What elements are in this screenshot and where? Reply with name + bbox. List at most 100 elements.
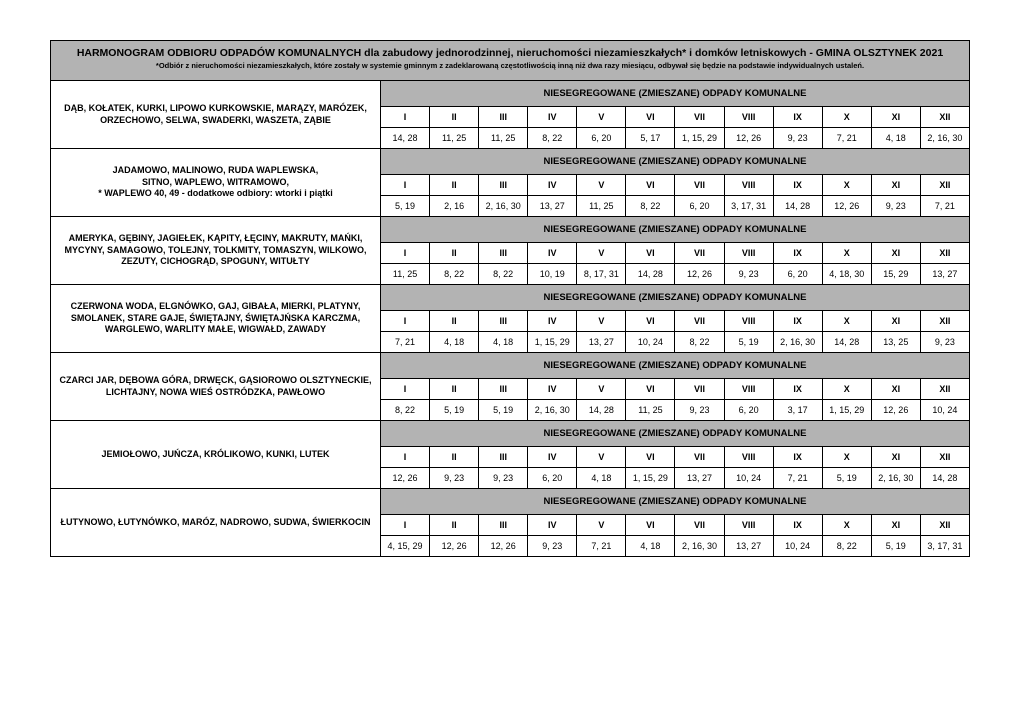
date-cell: 8, 22	[479, 264, 528, 284]
category-header: NIESEGREGOWANE (ZMIESZANE) ODPADY KOMUNA…	[381, 285, 969, 310]
area-schedule: NIESEGREGOWANE (ZMIESZANE) ODPADY KOMUNA…	[381, 149, 969, 216]
month-cell: I	[381, 243, 430, 263]
month-row: IIIIIIIVVVIVIIVIIIIXXXIXII	[381, 515, 969, 536]
date-cell: 14, 28	[774, 196, 823, 216]
month-cell: I	[381, 447, 430, 467]
date-cell: 1, 15, 29	[675, 128, 724, 148]
date-cell: 11, 25	[430, 128, 479, 148]
category-header: NIESEGREGOWANE (ZMIESZANE) ODPADY KOMUNA…	[381, 149, 969, 174]
month-cell: XI	[872, 447, 921, 467]
month-cell: X	[823, 447, 872, 467]
schedule-section: CZARCI JAR, DĘBOWA GÓRA, DRWĘCK, GĄSIORO…	[51, 352, 969, 420]
date-cell: 2, 16, 30	[921, 128, 969, 148]
month-cell: VIII	[725, 175, 774, 195]
area-label: JADAMOWO, MALINOWO, RUDA WAPLEWSKA,SITNO…	[51, 149, 381, 216]
area-label: AMERYKA, GĘBINY, JAGIEŁEK, KĄPITY, ŁĘCIN…	[51, 217, 381, 284]
date-cell: 6, 20	[675, 196, 724, 216]
date-cell: 11, 25	[626, 400, 675, 420]
month-cell: III	[479, 107, 528, 127]
month-cell: XII	[921, 447, 969, 467]
date-cell: 9, 23	[725, 264, 774, 284]
date-cell: 13, 27	[675, 468, 724, 488]
month-cell: VII	[675, 515, 724, 535]
month-cell: VII	[675, 175, 724, 195]
month-cell: XII	[921, 243, 969, 263]
title-main: HARMONOGRAM ODBIORU ODPADÓW KOMUNALNYCH …	[59, 47, 961, 59]
month-cell: III	[479, 447, 528, 467]
category-header: NIESEGREGOWANE (ZMIESZANE) ODPADY KOMUNA…	[381, 353, 969, 378]
date-cell: 3, 17, 31	[725, 196, 774, 216]
month-cell: II	[430, 107, 479, 127]
date-cell: 13, 25	[872, 332, 921, 352]
date-cell: 7, 21	[921, 196, 969, 216]
month-cell: XII	[921, 515, 969, 535]
month-cell: IV	[528, 107, 577, 127]
area-schedule: NIESEGREGOWANE (ZMIESZANE) ODPADY KOMUNA…	[381, 217, 969, 284]
date-cell: 12, 26	[381, 468, 430, 488]
area-label: CZERWONA WODA, ELGNÓWKO, GAJ, GIBAŁA, MI…	[51, 285, 381, 352]
schedule-section: AMERYKA, GĘBINY, JAGIEŁEK, KĄPITY, ŁĘCIN…	[51, 216, 969, 284]
date-cell: 4, 18	[577, 468, 626, 488]
month-cell: V	[577, 515, 626, 535]
date-cell: 9, 23	[774, 128, 823, 148]
date-cell: 2, 16, 30	[528, 400, 577, 420]
month-cell: XI	[872, 175, 921, 195]
month-cell: V	[577, 447, 626, 467]
area-schedule: NIESEGREGOWANE (ZMIESZANE) ODPADY KOMUNA…	[381, 421, 969, 488]
date-cell: 9, 23	[528, 536, 577, 556]
month-cell: I	[381, 379, 430, 399]
month-cell: V	[577, 311, 626, 331]
date-cell: 11, 25	[381, 264, 430, 284]
date-cell: 4, 15, 29	[381, 536, 430, 556]
month-cell: III	[479, 379, 528, 399]
month-cell: IX	[774, 515, 823, 535]
date-cell: 4, 18	[872, 128, 921, 148]
month-cell: VIII	[725, 243, 774, 263]
month-row: IIIIIIIVVVIVIIVIIIIXXXIXII	[381, 311, 969, 332]
month-cell: VII	[675, 311, 724, 331]
date-cell: 13, 27	[577, 332, 626, 352]
date-cell: 9, 23	[430, 468, 479, 488]
month-cell: I	[381, 515, 430, 535]
month-cell: X	[823, 175, 872, 195]
area-schedule: NIESEGREGOWANE (ZMIESZANE) ODPADY KOMUNA…	[381, 81, 969, 148]
date-cell: 5, 17	[626, 128, 675, 148]
month-cell: XII	[921, 107, 969, 127]
date-cell: 1, 15, 29	[626, 468, 675, 488]
month-cell: II	[430, 379, 479, 399]
month-cell: XII	[921, 311, 969, 331]
date-cell: 2, 16, 30	[872, 468, 921, 488]
date-cell: 12, 26	[823, 196, 872, 216]
date-cell: 2, 16	[430, 196, 479, 216]
month-cell: VI	[626, 447, 675, 467]
schedule-section: JEMIOŁOWO, JUŃCZA, KRÓLIKOWO, KUNKI, LUT…	[51, 420, 969, 488]
date-cell: 10, 24	[725, 468, 774, 488]
month-row: IIIIIIIVVVIVIIVIIIIXXXIXII	[381, 447, 969, 468]
area-label: CZARCI JAR, DĘBOWA GÓRA, DRWĘCK, GĄSIORO…	[51, 353, 381, 420]
month-cell: VI	[626, 311, 675, 331]
date-cell: 8, 22	[430, 264, 479, 284]
month-cell: VII	[675, 107, 724, 127]
schedule-section: ŁUTYNOWO, ŁUTYNÓWKO, MARÓZ, NADROWO, SUD…	[51, 488, 969, 556]
title-block: HARMONOGRAM ODBIORU ODPADÓW KOMUNALNYCH …	[51, 41, 969, 81]
date-cell: 12, 26	[725, 128, 774, 148]
month-cell: III	[479, 243, 528, 263]
month-cell: X	[823, 107, 872, 127]
month-cell: V	[577, 175, 626, 195]
date-cell: 12, 26	[479, 536, 528, 556]
month-cell: X	[823, 379, 872, 399]
month-cell: IX	[774, 107, 823, 127]
month-cell: IX	[774, 379, 823, 399]
date-cell: 8, 22	[381, 400, 430, 420]
month-cell: III	[479, 515, 528, 535]
date-cell: 4, 18, 30	[823, 264, 872, 284]
date-cell: 2, 16, 30	[479, 196, 528, 216]
month-cell: IX	[774, 175, 823, 195]
date-cell: 13, 27	[725, 536, 774, 556]
date-cell: 10, 24	[921, 400, 969, 420]
month-cell: IV	[528, 447, 577, 467]
date-cell: 8, 22	[823, 536, 872, 556]
month-cell: IX	[774, 447, 823, 467]
date-cell: 7, 21	[381, 332, 430, 352]
date-cell: 10, 24	[626, 332, 675, 352]
